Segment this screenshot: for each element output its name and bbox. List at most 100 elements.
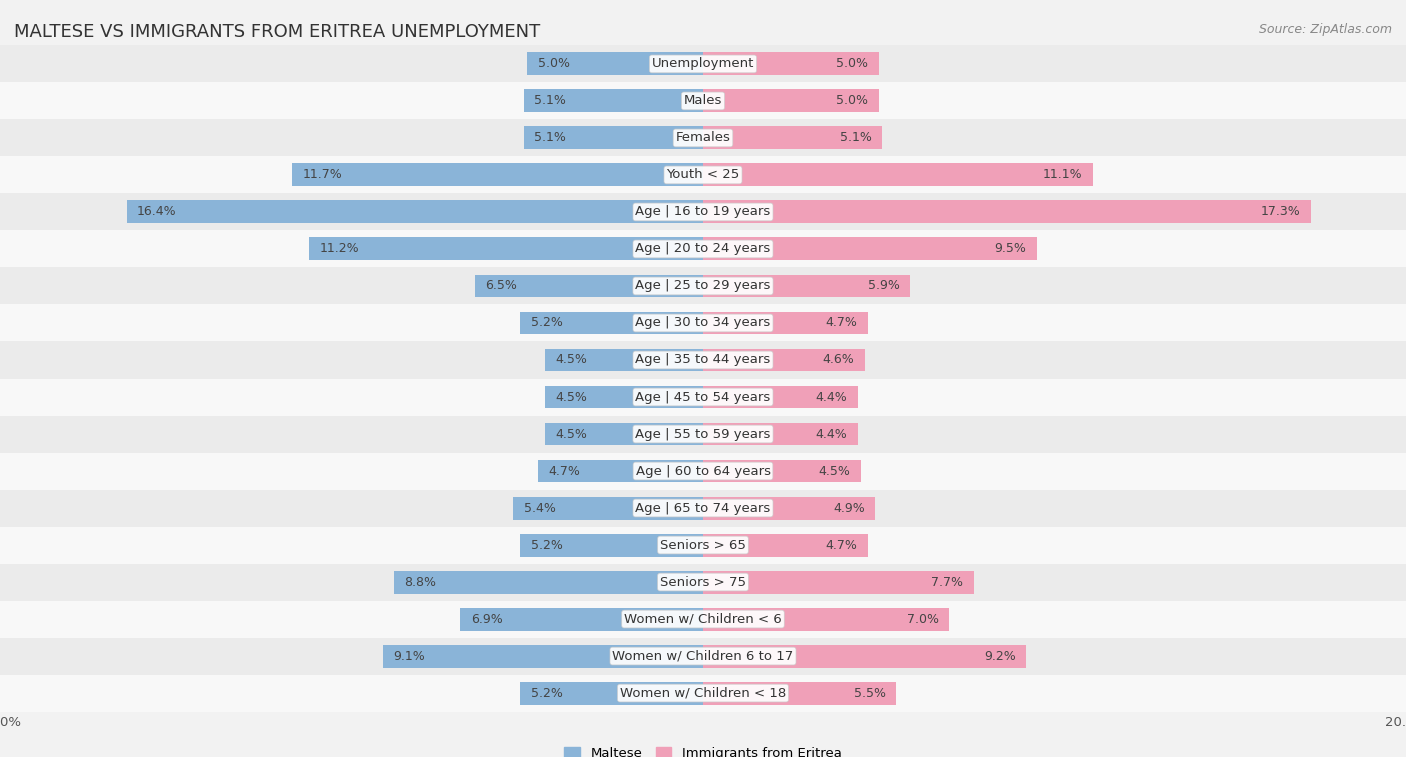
Text: 5.0%: 5.0% <box>837 58 869 70</box>
Text: 4.5%: 4.5% <box>555 354 588 366</box>
Bar <box>703 238 1038 260</box>
Text: Females: Females <box>675 132 731 145</box>
Bar <box>0 267 1406 304</box>
Bar <box>520 534 703 556</box>
Bar <box>0 83 1406 120</box>
Bar <box>703 385 858 409</box>
Text: 9.1%: 9.1% <box>394 650 426 662</box>
Text: Age | 30 to 34 years: Age | 30 to 34 years <box>636 316 770 329</box>
Text: 4.5%: 4.5% <box>555 428 588 441</box>
Bar <box>703 201 1312 223</box>
Text: Males: Males <box>683 95 723 107</box>
Bar <box>292 164 703 186</box>
Bar <box>0 674 1406 712</box>
Bar <box>0 378 1406 416</box>
Text: 5.2%: 5.2% <box>531 687 562 699</box>
Bar <box>703 275 911 298</box>
Text: 5.1%: 5.1% <box>534 95 567 107</box>
Bar <box>703 52 879 76</box>
Text: 11.1%: 11.1% <box>1043 169 1083 182</box>
Text: Women w/ Children < 6: Women w/ Children < 6 <box>624 612 782 625</box>
Bar <box>0 45 1406 83</box>
Text: 5.1%: 5.1% <box>534 132 567 145</box>
Bar <box>703 312 869 335</box>
Text: 5.0%: 5.0% <box>837 95 869 107</box>
Text: Seniors > 75: Seniors > 75 <box>659 575 747 588</box>
Bar <box>703 571 973 593</box>
Text: 7.7%: 7.7% <box>931 575 963 588</box>
Bar <box>513 497 703 519</box>
Bar <box>703 645 1026 668</box>
Text: 4.6%: 4.6% <box>823 354 855 366</box>
Text: 4.7%: 4.7% <box>548 465 581 478</box>
Text: 4.4%: 4.4% <box>815 391 846 403</box>
Text: 5.1%: 5.1% <box>839 132 872 145</box>
Bar <box>703 89 879 112</box>
Bar <box>127 201 703 223</box>
Bar <box>520 312 703 335</box>
Bar <box>703 459 860 482</box>
Text: 8.8%: 8.8% <box>405 575 436 588</box>
Bar <box>703 681 897 705</box>
Text: Source: ZipAtlas.com: Source: ZipAtlas.com <box>1258 23 1392 36</box>
Text: Age | 45 to 54 years: Age | 45 to 54 years <box>636 391 770 403</box>
Bar <box>0 304 1406 341</box>
Text: Age | 35 to 44 years: Age | 35 to 44 years <box>636 354 770 366</box>
Bar <box>546 348 703 372</box>
Text: Youth < 25: Youth < 25 <box>666 169 740 182</box>
Text: 5.9%: 5.9% <box>868 279 900 292</box>
Bar <box>524 126 703 149</box>
Text: 4.7%: 4.7% <box>825 316 858 329</box>
Bar <box>546 422 703 445</box>
Text: Age | 55 to 59 years: Age | 55 to 59 years <box>636 428 770 441</box>
Bar <box>0 230 1406 267</box>
Bar <box>461 608 703 631</box>
Bar <box>0 194 1406 230</box>
Text: MALTESE VS IMMIGRANTS FROM ERITREA UNEMPLOYMENT: MALTESE VS IMMIGRANTS FROM ERITREA UNEMP… <box>14 23 540 41</box>
Bar <box>703 348 865 372</box>
Bar <box>0 416 1406 453</box>
Text: 5.4%: 5.4% <box>524 502 555 515</box>
Bar <box>703 497 875 519</box>
Text: Seniors > 65: Seniors > 65 <box>659 538 747 552</box>
Bar <box>0 453 1406 490</box>
Bar <box>0 563 1406 600</box>
Text: 4.5%: 4.5% <box>555 391 588 403</box>
Text: Unemployment: Unemployment <box>652 58 754 70</box>
Bar <box>0 157 1406 194</box>
Bar <box>309 238 703 260</box>
Text: Women w/ Children < 18: Women w/ Children < 18 <box>620 687 786 699</box>
Bar <box>0 637 1406 674</box>
Bar <box>703 164 1094 186</box>
Text: 5.2%: 5.2% <box>531 316 562 329</box>
Text: Age | 16 to 19 years: Age | 16 to 19 years <box>636 205 770 219</box>
Text: 17.3%: 17.3% <box>1261 205 1301 219</box>
Bar <box>527 52 703 76</box>
Bar <box>0 341 1406 378</box>
Text: 6.9%: 6.9% <box>471 612 503 625</box>
Bar <box>0 527 1406 563</box>
Bar <box>524 89 703 112</box>
Text: 4.5%: 4.5% <box>818 465 851 478</box>
Text: 4.7%: 4.7% <box>825 538 858 552</box>
Bar <box>382 645 703 668</box>
Text: 5.2%: 5.2% <box>531 538 562 552</box>
Bar <box>394 571 703 593</box>
Text: Age | 25 to 29 years: Age | 25 to 29 years <box>636 279 770 292</box>
Text: 7.0%: 7.0% <box>907 612 939 625</box>
Text: Age | 60 to 64 years: Age | 60 to 64 years <box>636 465 770 478</box>
Text: 16.4%: 16.4% <box>138 205 177 219</box>
Bar <box>520 681 703 705</box>
Text: Age | 20 to 24 years: Age | 20 to 24 years <box>636 242 770 255</box>
Text: 11.2%: 11.2% <box>321 242 360 255</box>
Text: 9.5%: 9.5% <box>994 242 1026 255</box>
Text: 4.4%: 4.4% <box>815 428 846 441</box>
Text: 11.7%: 11.7% <box>302 169 342 182</box>
Text: 5.0%: 5.0% <box>537 58 569 70</box>
Text: 5.5%: 5.5% <box>853 687 886 699</box>
Text: 9.2%: 9.2% <box>984 650 1015 662</box>
Bar <box>703 126 883 149</box>
Bar <box>0 600 1406 637</box>
Legend: Maltese, Immigrants from Eritrea: Maltese, Immigrants from Eritrea <box>558 741 848 757</box>
Bar <box>475 275 703 298</box>
